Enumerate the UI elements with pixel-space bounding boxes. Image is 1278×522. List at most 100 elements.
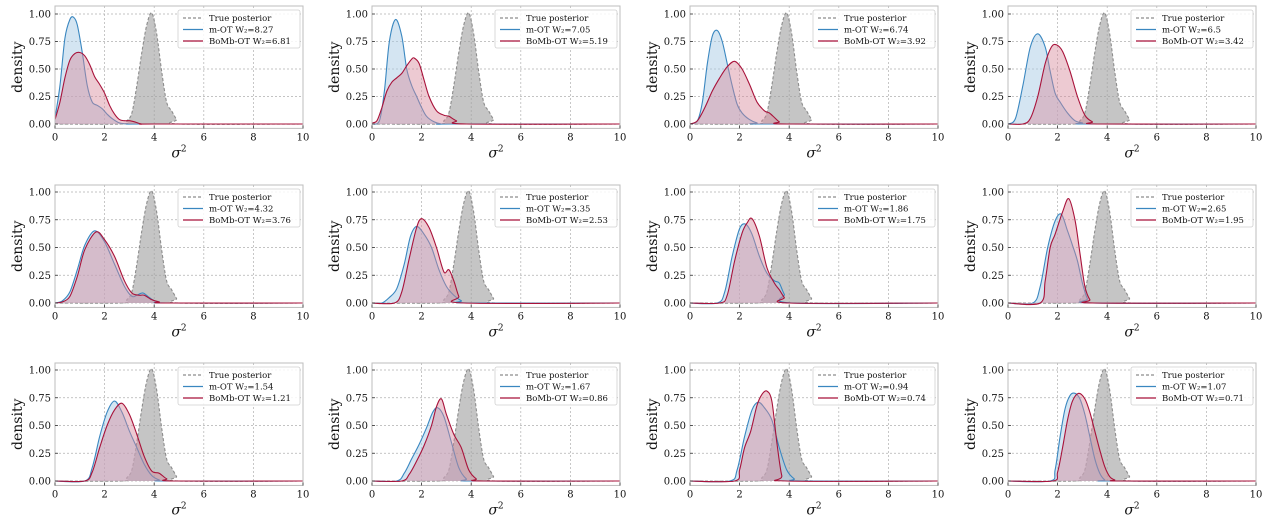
y-tick-label: 0.75 [29, 37, 51, 48]
x-axis-label-superscript: 2 [498, 144, 504, 154]
x-tick-label: 6 [836, 132, 842, 143]
legend-entry-m-ot-label: m-OT W₂=1.54 [209, 383, 273, 393]
y-tick-label: 0.00 [982, 477, 1004, 488]
x-tick-label: 0 [1005, 489, 1011, 500]
x-axis-label-superscript: 2 [1134, 144, 1140, 154]
y-tick-label: 1.00 [982, 188, 1004, 199]
legend-entry-true-posterior-label: True posterior [844, 193, 907, 203]
x-tick-label: 0 [52, 311, 58, 322]
x-tick-label: 6 [1154, 132, 1160, 143]
y-tick-label: 0.75 [664, 37, 686, 48]
x-axis-label: σ2 [171, 144, 186, 161]
y-tick-label: 0.25 [29, 271, 51, 282]
y-axis-label: density [645, 41, 661, 93]
legend-entry-bomb-ot-label: BoMb-OT W₂=0.86 [526, 394, 608, 404]
y-tick-label: 1.00 [346, 366, 368, 377]
m-ot-line [689, 29, 939, 125]
legend-entry-bomb-ot-label: BoMb-OT W₂=3.76 [209, 216, 291, 226]
x-tick-label: 4 [1104, 311, 1110, 322]
legend-box [177, 366, 301, 406]
bomb-ot-line [689, 60, 939, 125]
legend-entry-m-ot-label: m-OT W₂=6.74 [844, 26, 908, 36]
x-tick-label: 8 [885, 489, 891, 500]
m-ot-area [372, 407, 620, 482]
legend-entry-true-posterior-label: True posterior [526, 14, 589, 24]
x-axis-label-superscript: 2 [816, 144, 822, 154]
x-axis-label-superscript: 2 [181, 144, 187, 154]
y-tick-label: 0.50 [982, 243, 1004, 254]
subplot-12: 0 2 4 6 8 10 0.00 0.25 0.50 0.75 1.00 σ2 density True… [963, 362, 1263, 518]
legend-entry-true-posterior-label: True posterior [209, 193, 272, 203]
x-tick-label: 6 [836, 311, 842, 322]
bomb-ot-area [372, 218, 620, 304]
m-ot-line [371, 407, 621, 483]
x-tick-label: 0 [369, 132, 375, 143]
axes-frame [1007, 184, 1257, 308]
legend-box [494, 9, 618, 49]
x-tick-label: 0 [1005, 311, 1011, 322]
x-tick-label: 2 [1054, 132, 1060, 143]
axes-frame [689, 184, 939, 308]
true-posterior-line [54, 368, 304, 482]
m-ot-line [371, 18, 620, 125]
y-tick-label: 0.00 [982, 299, 1004, 310]
x-tick-label: 6 [836, 489, 842, 500]
m-ot-line [1007, 213, 1257, 305]
y-tick-label: 0.50 [664, 65, 686, 76]
x-tick-label: 0 [687, 132, 693, 143]
y-tick-label: 1.00 [29, 188, 51, 199]
bomb-ot-line [371, 218, 621, 305]
m-ot-area [690, 30, 938, 125]
y-tick-label: 1.00 [29, 10, 51, 21]
x-tick-label: 4 [151, 489, 157, 500]
m-ot-area [55, 401, 303, 482]
y-tick-label: 0.00 [29, 477, 51, 488]
legend-entry-true-posterior-label: True posterior [526, 193, 589, 203]
x-tick-label: 4 [468, 311, 474, 322]
x-tick-label: 6 [518, 311, 524, 322]
legend-entry-m-ot-label: m-OT W₂=8.27 [209, 26, 273, 36]
x-axis-label: σ2 [1124, 323, 1139, 340]
x-axis-label: σ2 [171, 323, 186, 340]
y-tick-label: 0.00 [29, 120, 51, 131]
x-tick-label: 4 [151, 311, 157, 322]
m-ot-area [690, 223, 938, 304]
y-tick-label: 0.50 [346, 65, 368, 76]
y-tick-label: 0.50 [29, 421, 51, 432]
x-axis-label-superscript: 2 [816, 501, 822, 511]
bomb-ot-area [690, 390, 938, 482]
m-ot-line [54, 16, 303, 125]
axes-frame [689, 5, 939, 129]
legend-box [812, 366, 936, 406]
x-tick-label: 10 [1250, 311, 1263, 322]
y-tick-label: 0.00 [664, 120, 686, 131]
y-axis-label: density [645, 398, 661, 450]
legend-box [1130, 188, 1254, 228]
m-ot-line [371, 225, 621, 304]
true-posterior-line [689, 368, 939, 482]
x-axis-label-superscript: 2 [181, 323, 187, 333]
x-tick-label: 4 [786, 311, 792, 322]
legend-entry-m-ot-label: m-OT W₂=2.65 [1162, 205, 1226, 215]
axes-frame [54, 362, 304, 486]
true-posterior-line [54, 190, 304, 304]
y-tick-label: 0.50 [664, 421, 686, 432]
y-tick-label: 0.75 [29, 393, 51, 404]
bomb-ot-line [54, 231, 304, 304]
m-ot-line [1007, 392, 1257, 483]
x-tick-label: 2 [736, 489, 742, 500]
y-tick-label: 0.25 [982, 271, 1004, 282]
legend-entry-true-posterior-label: True posterior [209, 371, 272, 381]
x-tick-label: 10 [1250, 489, 1263, 500]
bomb-ot-area [1008, 44, 1256, 125]
y-tick-label: 0.00 [664, 299, 686, 310]
x-tick-label: 8 [1203, 132, 1209, 143]
subplot-2: 0 2 4 6 8 10 0.00 0.25 0.50 0.75 1.00 σ2 density True… [327, 5, 626, 161]
y-tick-label: 1.00 [346, 10, 368, 21]
x-tick-label: 10 [297, 489, 310, 500]
x-tick-label: 10 [297, 311, 310, 322]
